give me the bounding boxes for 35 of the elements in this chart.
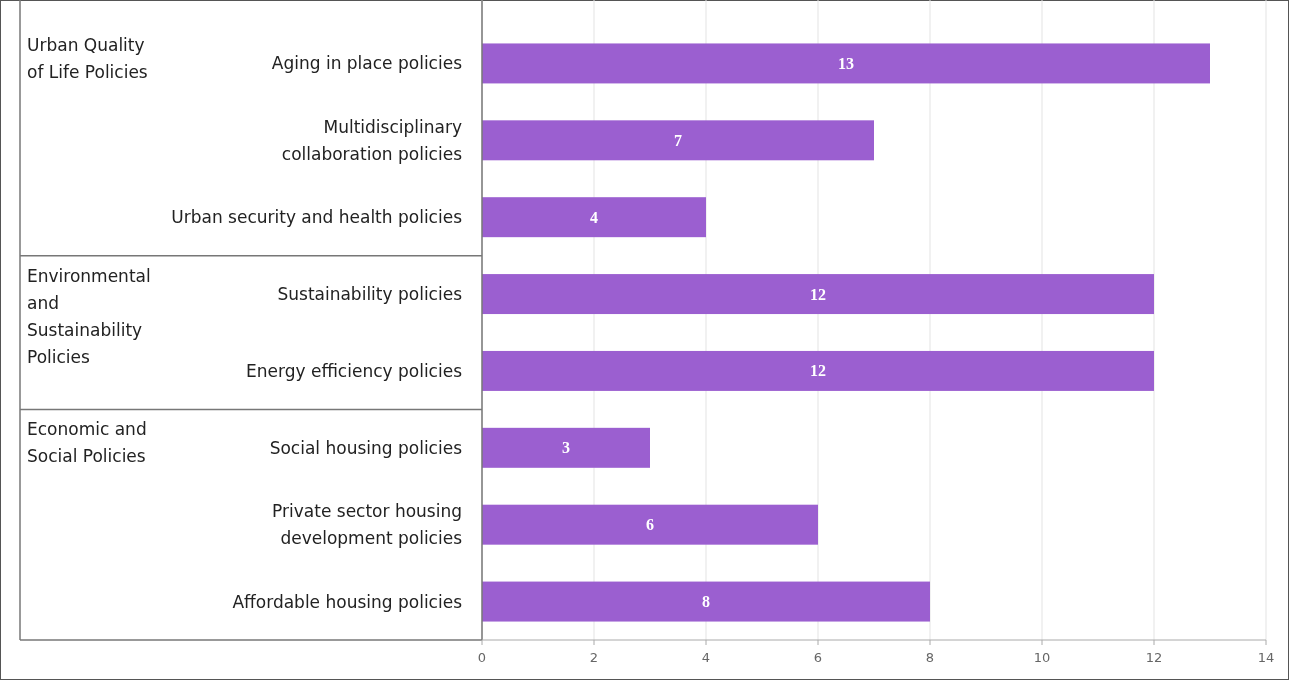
y-tick-label: Multidisciplinary collaboration policies bbox=[281, 116, 463, 164]
bar bbox=[482, 274, 1154, 315]
text: Economic and Social Policies bbox=[27, 419, 147, 467]
x-tick-label: 10 bbox=[1033, 650, 1051, 665]
data-label: 13 bbox=[838, 54, 854, 72]
x-tick-label: 2 bbox=[589, 650, 599, 665]
x-tick-label: 0 bbox=[477, 650, 487, 665]
data-label: 6 bbox=[646, 516, 654, 534]
text: Urban Quality of Life Policies bbox=[27, 34, 148, 82]
y-tick-label: Social housing policies bbox=[269, 437, 463, 458]
data-label: 3 bbox=[562, 439, 570, 457]
x-tick-label: 6 bbox=[813, 650, 823, 665]
data-label: 7 bbox=[674, 131, 682, 149]
x-tick-label: 12 bbox=[1145, 650, 1163, 665]
data-label: 8 bbox=[702, 593, 710, 611]
bar bbox=[482, 43, 1210, 84]
bar bbox=[482, 197, 706, 238]
x-tick-label: 4 bbox=[701, 650, 711, 665]
y-tick-label: Urban security and health policies bbox=[171, 207, 463, 228]
y-tick-label: Energy efficiency policies bbox=[246, 360, 463, 381]
y-tick-label: Affordable housing policies bbox=[232, 591, 463, 612]
data-label: 4 bbox=[590, 208, 598, 226]
bar bbox=[482, 350, 1154, 391]
data-label: 12 bbox=[810, 285, 826, 303]
data-label: 12 bbox=[810, 362, 826, 380]
y-tick-label: Aging in place policies bbox=[271, 53, 463, 74]
text: Environmental and Sustainability Policies bbox=[27, 265, 151, 367]
y-tick-label: Sustainability policies bbox=[277, 284, 463, 305]
x-tick-label: 8 bbox=[925, 650, 935, 665]
bar bbox=[482, 427, 650, 468]
bar bbox=[482, 504, 818, 545]
bar bbox=[482, 581, 930, 622]
x-tick-label: 14 bbox=[1257, 650, 1275, 665]
y-tick-label: Private sector housing development policies bbox=[272, 501, 463, 549]
bar bbox=[482, 120, 874, 161]
